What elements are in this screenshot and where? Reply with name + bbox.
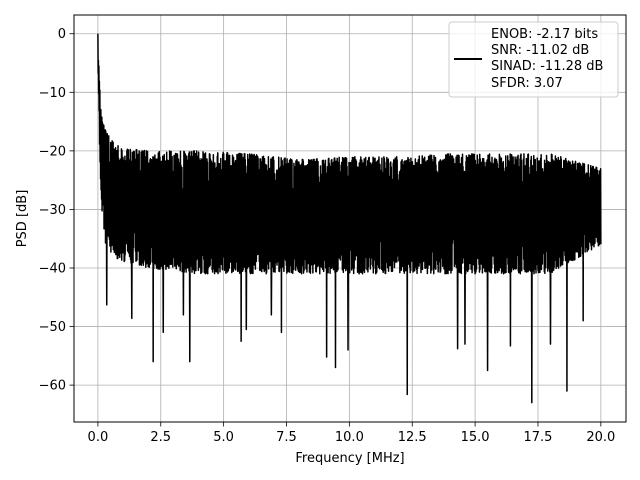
y-axis-label: PSD [dB] [15, 190, 30, 248]
legend-sfdr: SFDR: 3.07 [491, 76, 563, 91]
legend-enob: ENOB: -2.17 bits [491, 27, 598, 42]
y-tick-label: −30 [39, 203, 66, 218]
y-axis-ticks: 0 −10 −20 −30 −40 −50 −60 [39, 27, 74, 394]
x-tick-label: 7.5 [276, 430, 297, 445]
y-tick-label: −10 [39, 86, 66, 101]
y-tick-label: −50 [39, 320, 66, 335]
y-tick-label: −40 [39, 261, 66, 276]
x-axis-ticks: 0.0 2.5 5.0 7.5 10.0 12.5 15.0 17.5 20.0 [88, 422, 615, 445]
legend-box [448, 21, 619, 98]
x-tick-label: 17.5 [524, 430, 553, 445]
x-tick-label: 20.0 [586, 430, 615, 445]
x-tick-label: 2.5 [150, 430, 171, 445]
x-tick-label: 10.0 [335, 430, 364, 445]
axes-frame [73, 14, 627, 423]
y-tick-label: −60 [39, 379, 66, 394]
x-tick-label: 15.0 [461, 430, 490, 445]
series-layer [97, 33, 602, 404]
y-tick-label: 0 [58, 27, 66, 42]
psd-series-line [97, 33, 602, 404]
x-tick-label: 12.5 [398, 430, 427, 445]
legend: ENOB: -2.17 bits SNR: -11.02 dB SINAD: -… [448, 21, 619, 98]
x-tick-label: 0.0 [88, 430, 109, 445]
x-tick-label: 5.0 [213, 430, 234, 445]
legend-sinad: SINAD: -11.28 dB [491, 59, 603, 74]
y-tick-label: −20 [39, 144, 66, 159]
x-axis-label: Frequency [MHz] [295, 451, 404, 466]
legend-snr: SNR: -11.02 dB [491, 43, 589, 58]
